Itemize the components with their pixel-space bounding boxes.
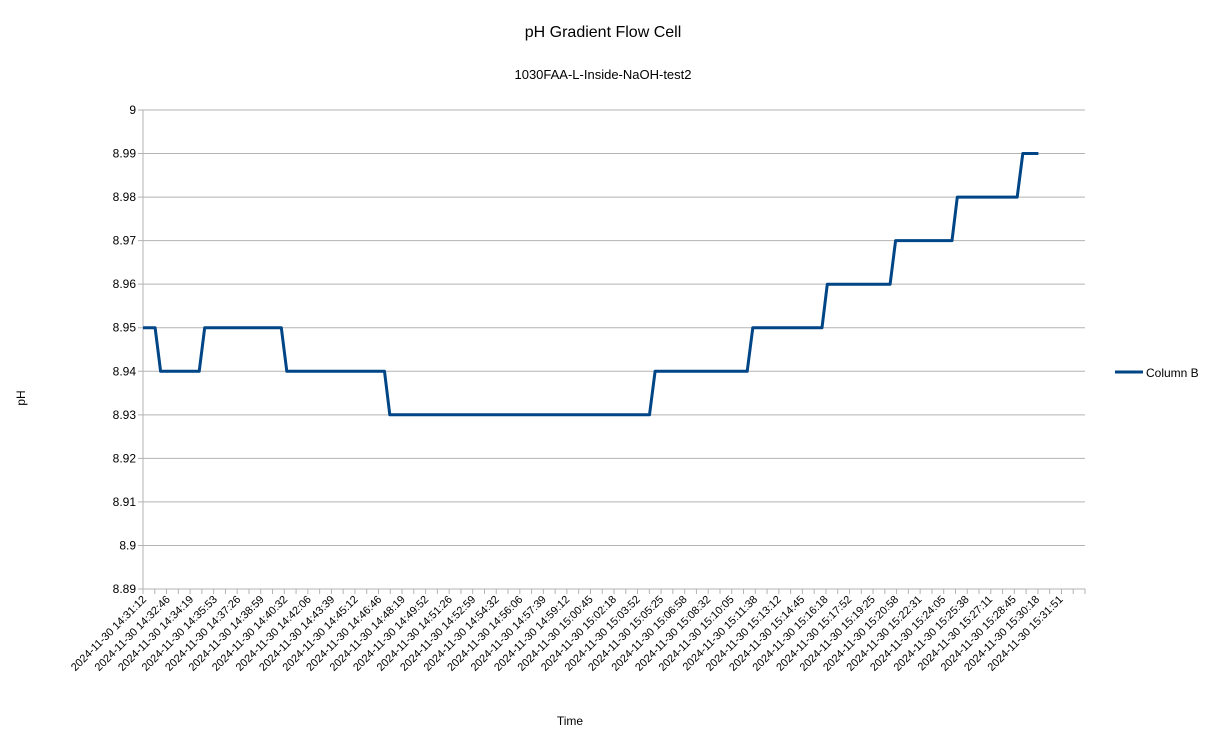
x-axis-label: Time: [557, 714, 584, 728]
y-tick-label: 8.9: [119, 538, 136, 552]
y-tick-label: 8.98: [113, 190, 137, 204]
series-line-column-b: [143, 152, 1039, 417]
legend: Column B: [1115, 366, 1199, 380]
y-tick-label: 8.95: [113, 321, 137, 335]
y-tick-label: 8.99: [113, 147, 137, 161]
y-axis-label: pH: [14, 390, 28, 405]
y-tick-label: 8.89: [113, 582, 137, 596]
series-layer: [143, 152, 1039, 417]
legend-label-column-b: Column B: [1146, 366, 1199, 380]
y-tick-label: 9: [129, 103, 136, 117]
y-tick-label: 8.96: [113, 277, 137, 291]
y-axis-ticks: 8.89 8.9 8.91 8.92 8.93 8.94 8.95 8.96 8.97 8.98 8…: [113, 103, 137, 596]
chart-subtitle: 1030FAA-L-Inside-NaOH-test2: [514, 67, 691, 82]
y-tick-label: 8.91: [113, 495, 137, 509]
y-tick-label: 8.94: [113, 364, 137, 378]
y-tick-label: 8.97: [113, 234, 137, 248]
y-tick-label: 8.92: [113, 451, 137, 465]
chart-title: pH Gradient Flow Cell: [525, 24, 682, 41]
y-tick-label: 8.93: [113, 408, 137, 422]
gridlines: [138, 109, 1086, 594]
